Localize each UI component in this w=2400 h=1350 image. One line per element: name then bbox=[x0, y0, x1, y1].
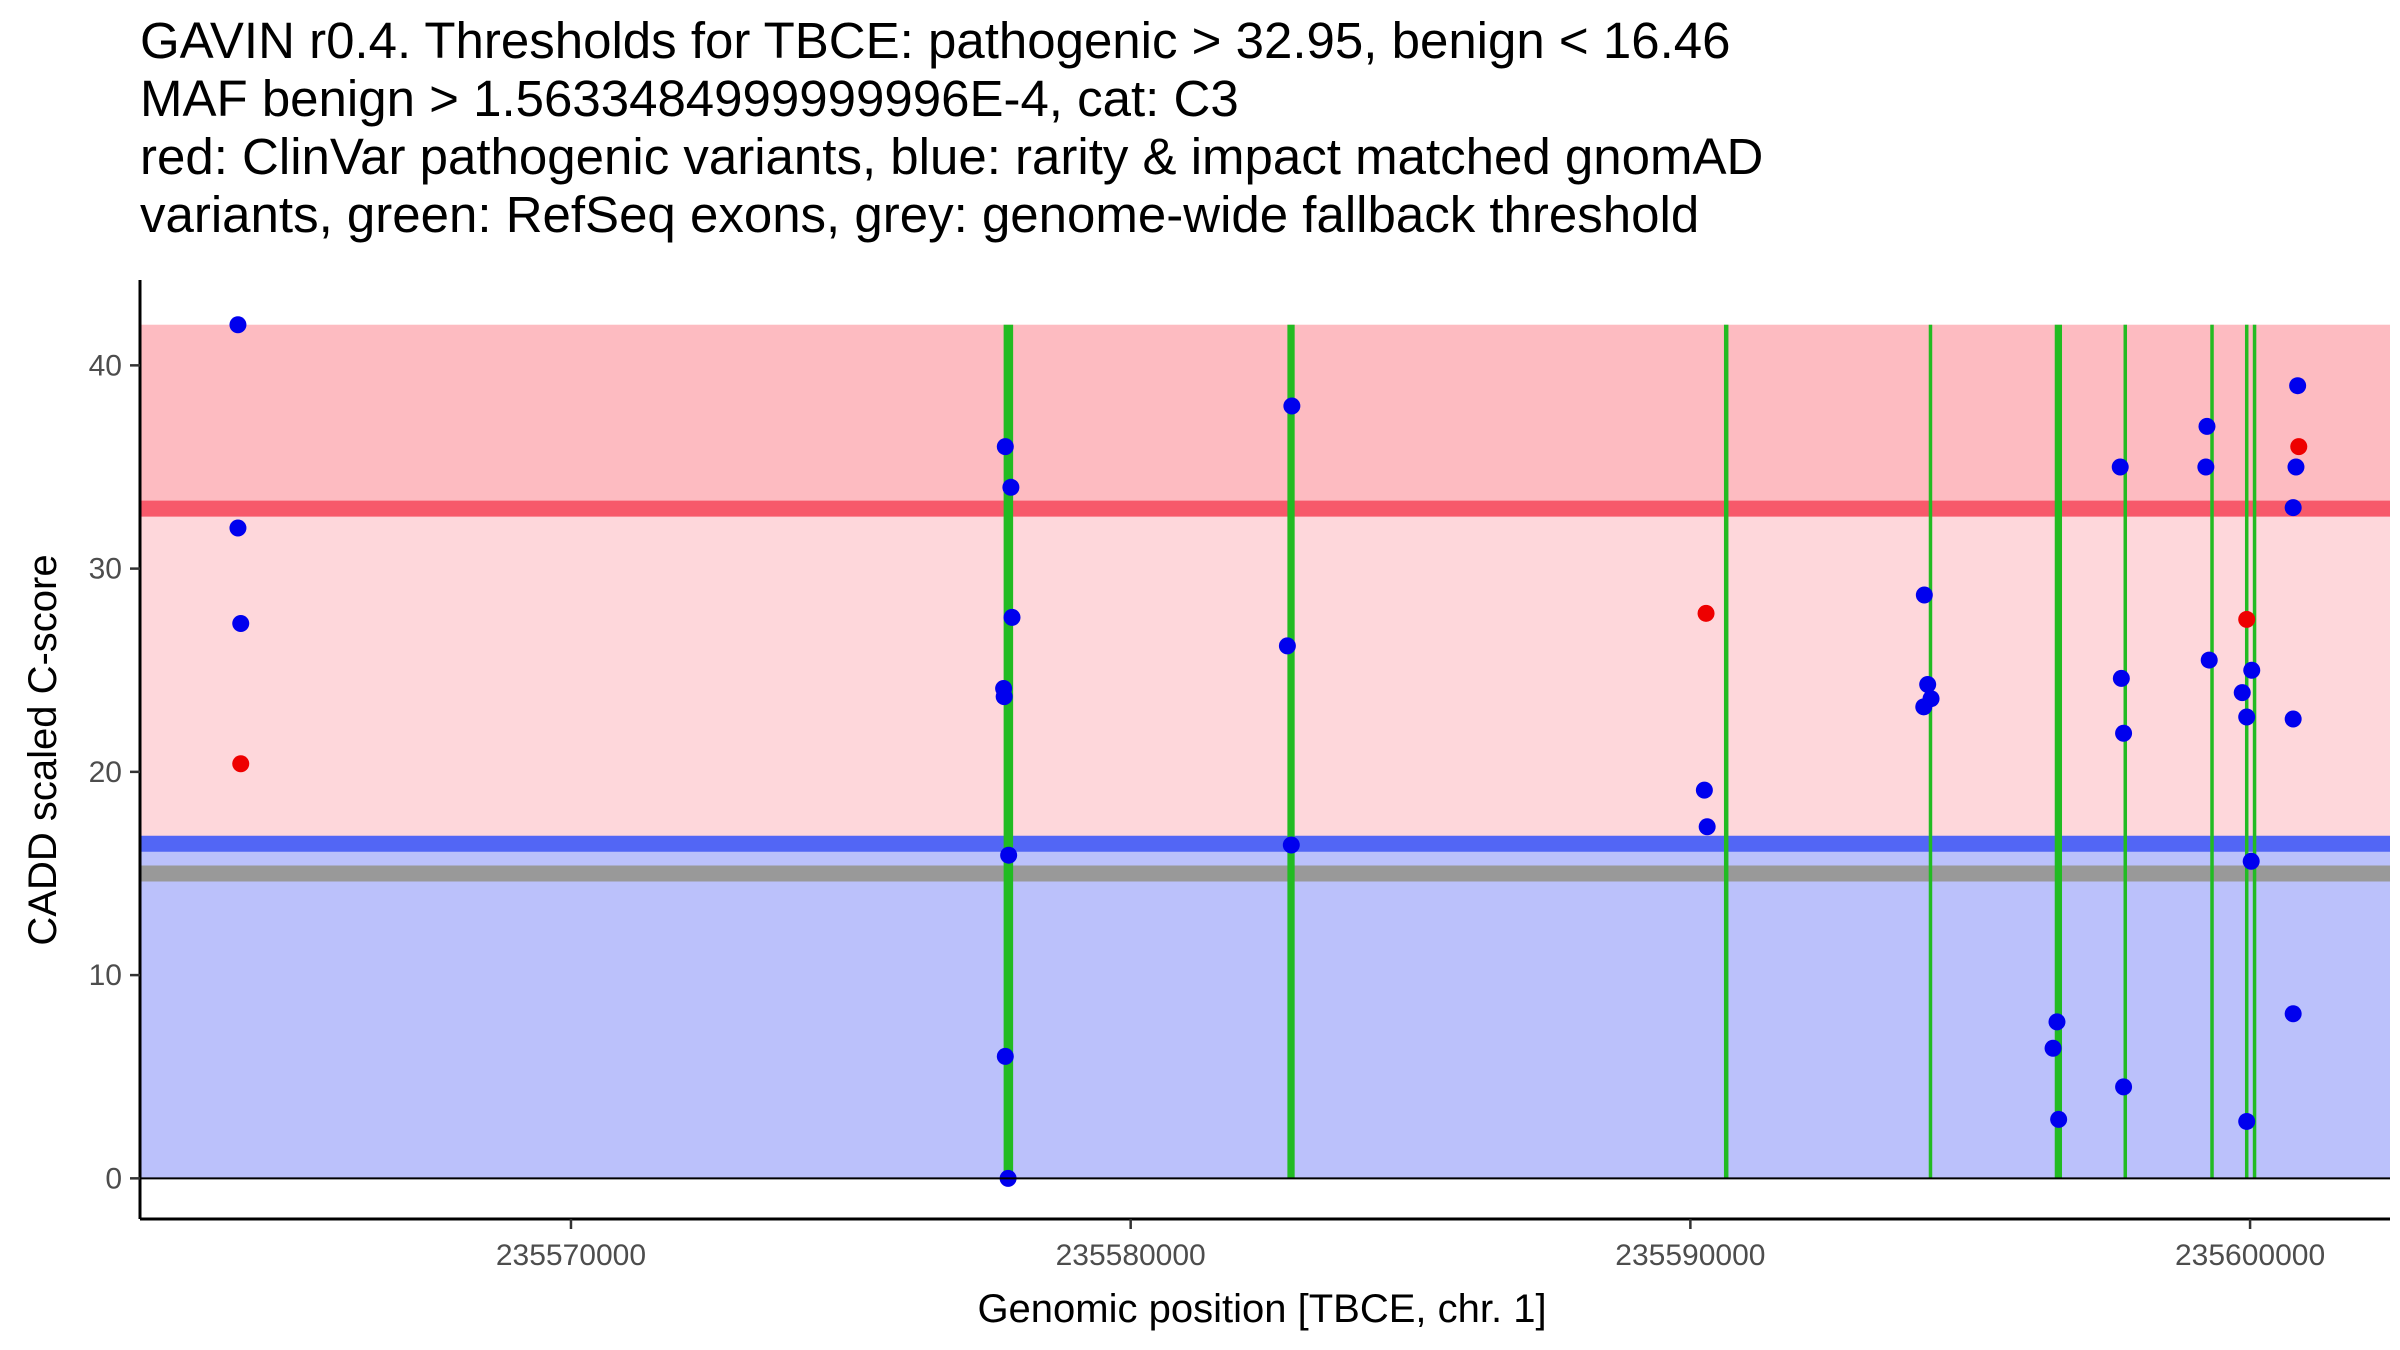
gnomad-point-16 bbox=[1698, 818, 1716, 836]
gnomad-point-29 bbox=[2197, 458, 2215, 476]
gnomad-point-12 bbox=[1283, 397, 1301, 415]
x-axis-title: Genomic position [TBCE, chr. 1] bbox=[977, 1287, 1546, 1331]
gnomad-point-37 bbox=[2287, 458, 2305, 476]
y-tick-label-20: 20 bbox=[89, 756, 122, 789]
gnomad-point-2 bbox=[229, 519, 247, 537]
y-axis-title: CADD scaled C-score bbox=[21, 554, 65, 945]
gnomad-point-26 bbox=[2115, 724, 2133, 742]
gnomad-point-14 bbox=[1282, 836, 1300, 854]
title-line-4: variants, green: RefSeq exons, grey: gen… bbox=[140, 186, 1700, 243]
exon-line-2 bbox=[1287, 324, 1295, 1179]
exon-line-1 bbox=[1003, 324, 1014, 1179]
gnomad-point-30 bbox=[2200, 651, 2218, 669]
gnomad-point-38 bbox=[2284, 499, 2302, 517]
clinvar-point-1 bbox=[232, 755, 250, 773]
gnomad-point-24 bbox=[2111, 458, 2129, 476]
gnomad-point-15 bbox=[1695, 781, 1713, 799]
title-line-1: GAVIN r0.4. Thresholds for TBCE: pathoge… bbox=[140, 12, 1731, 69]
gnomad-point-13 bbox=[1278, 637, 1296, 655]
title-line-2: MAF benign > 1.5633484999999996E-4, cat:… bbox=[140, 70, 1239, 127]
gnomad-point-17 bbox=[1915, 586, 1933, 604]
x-tick-label-235570000: 235570000 bbox=[496, 1239, 646, 1272]
title-line-3: red: ClinVar pathogenic variants, blue: … bbox=[140, 128, 1764, 185]
background-regions bbox=[140, 324, 2390, 1179]
exon-line-7 bbox=[2210, 324, 2214, 1179]
gnomad-point-1 bbox=[229, 316, 247, 334]
gnomad-point-23 bbox=[2050, 1110, 2068, 1128]
gnomad-point-27 bbox=[2115, 1078, 2133, 1096]
gnomad-point-34 bbox=[2242, 852, 2260, 870]
gnomad-point-5 bbox=[1002, 478, 1020, 496]
y-tick-label-0: 0 bbox=[105, 1162, 122, 1195]
exon-line-4 bbox=[1928, 324, 1933, 1179]
axes: 0 10 20 30 40 235570000 235580000 235590000 2356… bbox=[89, 280, 2390, 1272]
benign-zone bbox=[140, 843, 2390, 1179]
gnomad-point-25 bbox=[2112, 669, 2130, 687]
gnomad-point-22 bbox=[2044, 1039, 2062, 1057]
gnomad-point-35 bbox=[2238, 1112, 2256, 1130]
clinvar-point-4 bbox=[2290, 438, 2308, 456]
gnomad-point-36 bbox=[2289, 377, 2307, 395]
x-tick-label-235600000: 235600000 bbox=[2175, 1239, 2325, 1272]
clinvar-point-2 bbox=[1697, 604, 1715, 622]
y-tick-label-40: 40 bbox=[89, 349, 122, 382]
exon-lines bbox=[1003, 324, 2257, 1179]
y-tick-label-10: 10 bbox=[89, 959, 122, 992]
chart-title: GAVIN r0.4. Thresholds for TBCE: pathoge… bbox=[140, 12, 1763, 244]
gnomad-point-40 bbox=[2284, 1005, 2302, 1023]
gnomad-point-39 bbox=[2284, 710, 2302, 728]
threshold-lines bbox=[140, 500, 2390, 882]
gnomad-point-33 bbox=[2238, 708, 2256, 726]
exon-line-8 bbox=[2244, 324, 2249, 1179]
gnomad-point-8 bbox=[995, 688, 1013, 706]
exon-line-6 bbox=[2123, 324, 2128, 1179]
data-points bbox=[229, 316, 2308, 1187]
gnomad-point-18 bbox=[1919, 675, 1937, 693]
x-tick-label-235580000: 235580000 bbox=[1056, 1239, 1206, 1272]
gnomad-point-3 bbox=[232, 614, 250, 632]
y-tick-label-30: 30 bbox=[89, 553, 122, 586]
gnomad-point-31 bbox=[2233, 684, 2251, 702]
gnomad-point-4 bbox=[996, 438, 1014, 456]
gnomad-point-20 bbox=[1922, 690, 1940, 708]
gnomad-point-6 bbox=[1003, 608, 1021, 626]
exon-line-9 bbox=[2252, 324, 2257, 1179]
exon-line-5 bbox=[2054, 324, 2063, 1179]
pathogenic-zone bbox=[140, 324, 2390, 509]
x-tick-label-235590000: 235590000 bbox=[1615, 1239, 1765, 1272]
gnomad-point-21 bbox=[2048, 1013, 2066, 1031]
intermediate-zone bbox=[140, 508, 2390, 844]
gnomad-point-10 bbox=[996, 1047, 1014, 1065]
gnomad-point-28 bbox=[2198, 417, 2216, 435]
exon-line-3 bbox=[1723, 324, 1729, 1179]
gnomad-point-32 bbox=[2243, 661, 2261, 679]
gnomad-point-9 bbox=[1000, 846, 1018, 864]
clinvar-point-3 bbox=[2238, 610, 2256, 628]
